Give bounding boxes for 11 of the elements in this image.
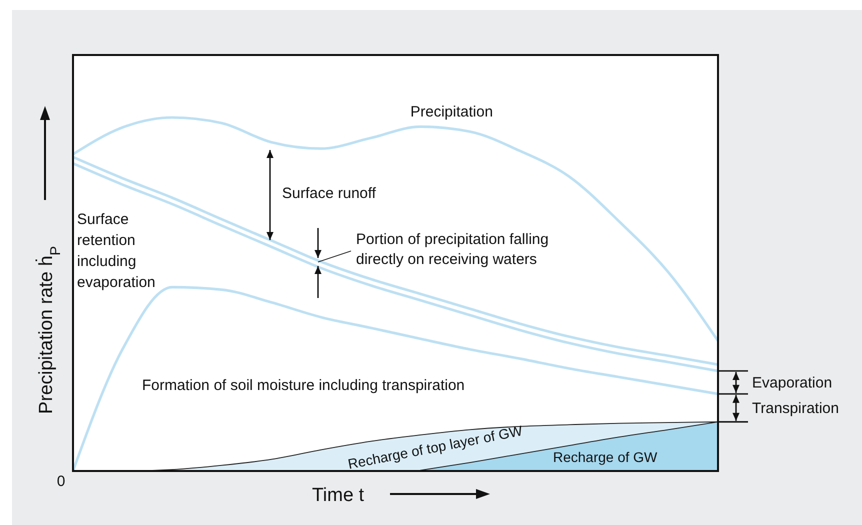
annotation: Recharge of top layer of GW xyxy=(346,422,524,472)
annotation: Surface runoff xyxy=(282,185,377,202)
annotation: Surface retention including evaporation xyxy=(77,211,156,291)
text: 0 xyxy=(56,473,66,490)
text: Evaporation xyxy=(752,374,832,392)
annotation: Portion of precipitation falling directly on receiving waters xyxy=(356,231,549,268)
x-axis-title: Time t xyxy=(312,485,365,506)
series-label: Precipitation xyxy=(410,104,493,121)
text: Transpiration xyxy=(752,400,839,417)
annotation: Formation of soil moisture including transpiration xyxy=(142,377,465,394)
annotation: Recharge of GW xyxy=(553,449,658,465)
